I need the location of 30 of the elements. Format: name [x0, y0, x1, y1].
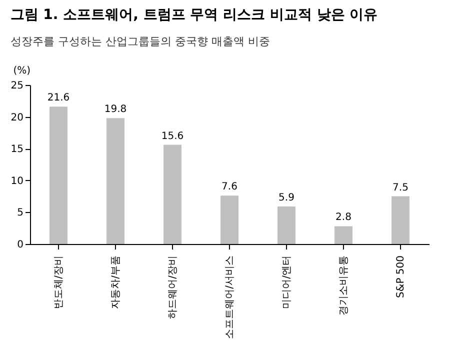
bar — [106, 118, 124, 244]
data-label: 15.6 — [161, 130, 184, 142]
bar — [278, 206, 296, 244]
data-label: 19.8 — [104, 104, 127, 116]
y-tick-label: 15 — [10, 144, 24, 156]
x-tick-label: 미디어/엔터 — [282, 256, 292, 309]
y-tick-label: 0 — [17, 240, 24, 250]
x-tick-label: 경기소비유통 — [338, 256, 350, 316]
y-tick-label: 20 — [10, 112, 24, 124]
chart-title: 그림 1. 소프트웨어, 트럼프 무역 리스크 비교적 낮은 이유 — [10, 7, 378, 23]
x-tick-label: 자동차/부품 — [110, 256, 122, 309]
data-label: 21.6 — [47, 92, 70, 104]
data-label: 7.6 — [222, 182, 238, 193]
y-tick-label: 10 — [10, 176, 24, 187]
x-tick-label: 하드웨어/장비 — [168, 256, 178, 319]
bar — [50, 106, 68, 244]
x-tick-label: 반도체/장비 — [54, 256, 64, 309]
y-tick-label: 5 — [17, 208, 24, 219]
data-label: 5.9 — [278, 192, 294, 204]
bar — [220, 196, 238, 244]
data-label: 2.8 — [336, 212, 352, 224]
x-tick-label: 소프트웨어/서비스 — [224, 256, 236, 339]
bar — [164, 144, 182, 244]
bar — [392, 196, 410, 244]
y-tick-label: 25 — [10, 80, 24, 92]
y-axis-title: (%) — [13, 66, 31, 76]
x-tick-label: S&P 500 — [396, 256, 406, 298]
data-label: 7.5 — [392, 182, 408, 194]
bar — [334, 226, 352, 244]
chart-subtitle: 성장주를 구성하는 산업그룹들의 중국향 매출액 비중 — [10, 35, 270, 48]
